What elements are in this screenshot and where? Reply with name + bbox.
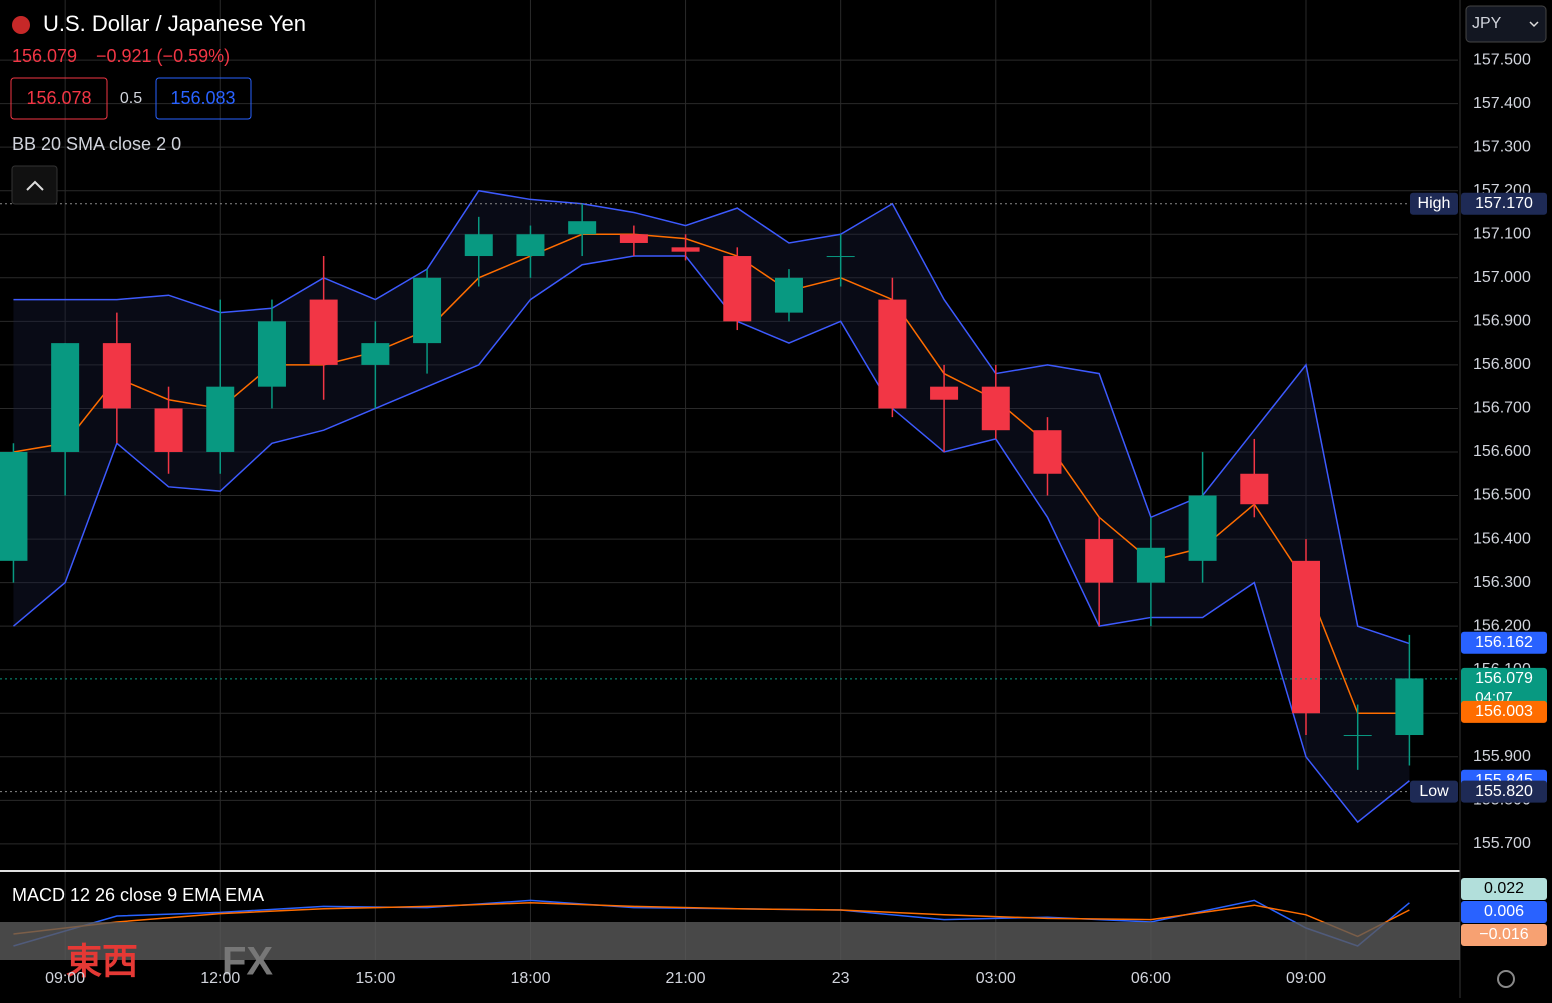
candle-body xyxy=(516,234,545,257)
candle-body xyxy=(1240,473,1269,505)
x-tick-label: 12:00 xyxy=(200,970,240,987)
tag-name: High xyxy=(1418,195,1451,212)
chevron-icon xyxy=(26,180,44,191)
candle-body xyxy=(1136,547,1165,583)
macd-line xyxy=(13,902,1410,938)
price-tag-label: 156.162 xyxy=(1475,634,1533,651)
settings-icon[interactable] xyxy=(1497,970,1515,988)
candle-body xyxy=(568,221,597,235)
bb-line xyxy=(12,255,1410,824)
macd-tag-label: −0.016 xyxy=(1479,926,1528,943)
x-tick-label: 18:00 xyxy=(510,970,550,987)
bb-line xyxy=(13,189,1410,645)
collapse-button[interactable] xyxy=(11,165,58,205)
y-tick-label: 157.000 xyxy=(1473,269,1531,286)
candle-body xyxy=(154,408,183,452)
tag-name: Low xyxy=(1419,783,1449,800)
sell-button[interactable] xyxy=(10,77,108,120)
y-tick-label: 157.300 xyxy=(1473,138,1531,155)
price-tag-label: 156.003 xyxy=(1475,703,1533,720)
candle-body xyxy=(619,234,648,243)
candle-body xyxy=(1085,539,1114,583)
y-tick-label: 156.200 xyxy=(1473,617,1531,634)
macd-tag-label: 0.006 xyxy=(1484,903,1524,920)
y-tick-label: 156.300 xyxy=(1473,574,1531,591)
y-tick-label: 157.100 xyxy=(1473,225,1531,242)
plot xyxy=(0,0,1458,960)
candle-body xyxy=(0,451,28,561)
x-tick-label: 15:00 xyxy=(355,970,395,987)
macd-tag xyxy=(1461,924,1547,946)
price-tag xyxy=(1461,667,1547,708)
bb-line xyxy=(13,233,1410,714)
candle-body xyxy=(723,256,752,322)
x-tick-label: 09:00 xyxy=(1286,970,1326,987)
candle-body xyxy=(878,299,907,409)
macd-tag-label: 0.022 xyxy=(1484,880,1524,897)
candle-body xyxy=(51,343,80,452)
price-tag-label: 157.170 xyxy=(1475,195,1533,212)
y-tick-label: 156.500 xyxy=(1473,487,1531,504)
x-tick-label: 21:00 xyxy=(666,970,706,987)
price-tag xyxy=(1461,700,1547,723)
bid[interactable]: 156.078 xyxy=(26,88,91,108)
change: −0.921 (−0.59%) xyxy=(96,46,230,66)
y-tick-label: 157.400 xyxy=(1473,95,1531,112)
candle-body xyxy=(1343,735,1372,737)
macd-label: MACD 12 26 close 9 EMA EMA xyxy=(12,885,264,905)
candle-body xyxy=(774,277,803,313)
y-tick-label: 157.500 xyxy=(1473,51,1531,68)
candle-body xyxy=(102,343,131,409)
x-tick-label: 06:00 xyxy=(1131,970,1171,987)
ask[interactable]: 156.083 xyxy=(170,88,235,108)
symbol: U.S. Dollar / Japanese Yen xyxy=(43,11,306,36)
buy-button[interactable] xyxy=(155,77,252,120)
price-tag-label: 156.079 xyxy=(1475,670,1533,687)
macd-tag xyxy=(1461,878,1547,900)
candle-body xyxy=(206,386,235,452)
candle-body xyxy=(1395,678,1424,736)
candle-body xyxy=(671,247,700,252)
tag-name-bg xyxy=(1410,192,1458,215)
candle-body xyxy=(309,299,338,365)
overlay-bar xyxy=(0,922,1460,960)
x-tick-label: 09:00 xyxy=(45,970,85,987)
candle-body xyxy=(981,386,1010,431)
watermark-fx: FX xyxy=(222,940,273,984)
candle-body xyxy=(361,343,390,365)
candle-body xyxy=(413,277,442,344)
y-tick-label: 156.400 xyxy=(1473,530,1531,547)
x-tick-label: 03:00 xyxy=(976,970,1016,987)
candle-body xyxy=(826,256,855,258)
candle-body xyxy=(930,386,959,400)
price-tag xyxy=(1461,780,1547,803)
y-tick-label: 156.900 xyxy=(1473,313,1531,330)
price-tag xyxy=(1461,631,1547,654)
currency-select[interactable] xyxy=(1465,5,1547,43)
flag-icon xyxy=(12,16,30,34)
y-tick-label: 156.800 xyxy=(1473,356,1531,373)
candle-body xyxy=(1291,560,1320,714)
candle-body xyxy=(1033,430,1062,474)
y-tick-label: 155.900 xyxy=(1473,748,1531,765)
x-tick-label: 23 xyxy=(832,970,850,987)
price-tag-label: 155.820 xyxy=(1475,783,1533,800)
tag-name-bg xyxy=(1410,780,1458,803)
currency[interactable]: JPY xyxy=(1472,15,1502,32)
candle-body xyxy=(464,234,493,257)
y-tick-label: 156.600 xyxy=(1473,443,1531,460)
indicator-label: BB 20 SMA close 2 0 xyxy=(12,134,181,154)
y-tick-label: 155.700 xyxy=(1473,835,1531,852)
watermark-cn: 東西 xyxy=(66,941,138,982)
candle-body xyxy=(257,321,286,387)
macd-tag xyxy=(1461,901,1547,923)
dropdown-icon xyxy=(1529,21,1539,28)
candle-body xyxy=(1188,495,1217,561)
spread: 0.5 xyxy=(120,90,142,107)
y-tick-label: 156.700 xyxy=(1473,400,1531,417)
price-tag xyxy=(1461,192,1547,215)
price: 156.079 xyxy=(12,46,77,66)
